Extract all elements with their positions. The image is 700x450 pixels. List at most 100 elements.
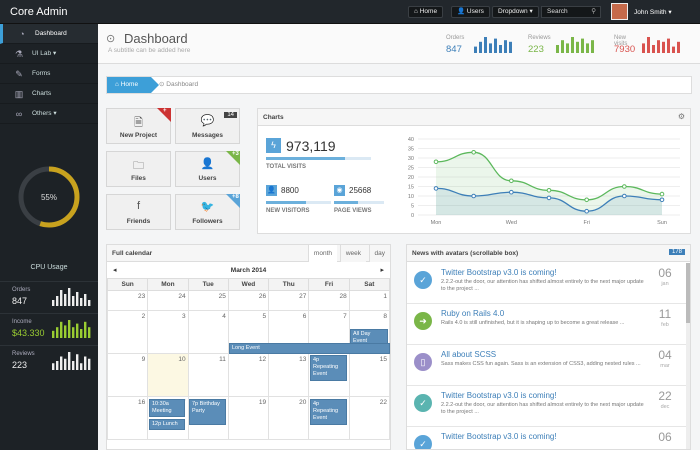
calendar-day[interactable]: 20: [268, 396, 310, 440]
y-tick-label: 5: [411, 204, 414, 210]
tile-users[interactable]: 👤 Users +3: [175, 151, 240, 187]
news-item[interactable]: ✓ Twitter Bootstrap v3.0 is coming! 06: [407, 427, 687, 449]
news-item-title[interactable]: All about SCSS: [441, 350, 497, 359]
news-item-title[interactable]: Ruby on Rails 4.0: [441, 309, 505, 318]
weekday-header: Thu: [268, 278, 310, 291]
sidebar-item-others[interactable]: ∞ Others ▾: [0, 104, 98, 124]
news-item[interactable]: ➜ Ruby on Rails 4.0 Rails 4.0 is still unf…: [407, 304, 687, 345]
chevron-down-icon: ▾: [53, 110, 57, 117]
x-tick-label: Mon: [431, 220, 442, 226]
news-item-title[interactable]: Twitter Bootstrap v3.0 is coming!: [441, 268, 557, 277]
tile-messages[interactable]: 💬 Messages 14: [175, 108, 240, 144]
home-button[interactable]: ⌂ Home: [408, 6, 444, 18]
users-button[interactable]: 👤 Users: [451, 6, 490, 18]
calendar-day[interactable]: 27: [268, 290, 310, 311]
sidebar-item-forms[interactable]: ✎ Forms: [0, 64, 98, 84]
charts-panel: Charts ⚙ ϟ 973,119 TOTAL VISITS 👤 8800 N…: [257, 108, 691, 234]
tab-day[interactable]: day: [368, 245, 390, 262]
calendar-day[interactable]: 11: [187, 353, 229, 397]
calendar-day[interactable]: 9: [107, 353, 149, 397]
calendar-day[interactable]: 4: [187, 310, 229, 354]
sparkline-bar: [484, 37, 487, 53]
stat-label: Reviews: [12, 351, 35, 357]
news-scrollbar[interactable]: [686, 263, 690, 449]
news-item-day: 06: [658, 266, 672, 280]
news-item-day: 06: [658, 430, 672, 444]
tab-month[interactable]: month: [307, 245, 337, 262]
news-item[interactable]: ▯ All about SCSS Sass makes CSS fun again.…: [407, 345, 687, 386]
calendar-day[interactable]: 25: [187, 290, 229, 311]
calendar-day[interactable]: 16: [107, 396, 149, 440]
calendar-event[interactable]: 4p Repeating Event: [310, 355, 347, 381]
x-tick-label: Fri: [583, 220, 589, 226]
sidebar-item-charts[interactable]: ▥ Charts: [0, 84, 98, 104]
calendar-day[interactable]: 1: [348, 290, 390, 311]
calendar-day[interactable]: 26: [227, 290, 270, 311]
tile-followers[interactable]: 🐦 Followers +8: [175, 194, 240, 230]
tile-badge: +: [157, 108, 171, 122]
tile-files[interactable]: 🗀 Files: [106, 151, 171, 187]
sparkline-bar: [60, 321, 63, 338]
mobile-icon: ▯: [414, 353, 432, 371]
tile-new-project[interactable]: 🗎 New Project +: [106, 108, 171, 144]
calendar-day[interactable]: 23: [107, 290, 149, 311]
data-point: [471, 150, 476, 155]
y-tick-label: 15: [408, 185, 414, 191]
sparkline-bar: [72, 327, 75, 338]
sparkline-bar: [68, 288, 71, 306]
tile-friends[interactable]: f Friends: [106, 194, 171, 230]
search-icon[interactable]: ⚲: [591, 8, 596, 15]
calendar-event[interactable]: Long Event: [229, 343, 390, 354]
sidebar-item-ui-lab[interactable]: ⚗ UI Lab ▾: [0, 44, 98, 64]
next-month-button[interactable]: ▸: [380, 267, 384, 274]
news-item[interactable]: ✓ Twitter Bootstrap v3.0 is coming! 2.2.2-…: [407, 386, 687, 427]
breadcrumb-home[interactable]: ⌂ Home: [107, 77, 159, 93]
y-tick-label: 25: [408, 166, 414, 172]
charts-panel-title: Charts: [258, 109, 690, 126]
folder-icon: 🗀: [133, 160, 144, 172]
calendar-day[interactable]: 3: [147, 310, 189, 354]
news-item-text: 2.2.2-out the door, our attention has sh…: [441, 402, 644, 415]
calendar-event[interactable]: 4p Repeating Event: [310, 399, 347, 425]
calendar-event[interactable]: 12p Lunch: [149, 419, 185, 430]
calendar-day[interactable]: 12: [227, 353, 270, 397]
search-input[interactable]: Search ⚲: [541, 6, 601, 18]
calendar-event[interactable]: 10:30a Meeting: [149, 399, 185, 417]
sparkline-bar: [52, 330, 55, 338]
prev-month-button[interactable]: ◂: [113, 267, 117, 274]
new-visitors-label: NEW VISITORS: [266, 208, 310, 214]
dropdown-button[interactable]: Dropdown ▾: [492, 6, 539, 18]
gear-icon[interactable]: ⚙: [677, 112, 685, 121]
calendar-day[interactable]: 13: [268, 353, 310, 397]
calendar-day[interactable]: 15: [348, 353, 390, 397]
sparkline-bar: [667, 38, 670, 53]
news-item-title[interactable]: Twitter Bootstrap v3.0 is coming!: [441, 432, 557, 441]
gauge-fill: [18, 166, 80, 228]
calendar-day[interactable]: 10: [147, 353, 189, 397]
sparkline-bar: [561, 40, 564, 53]
tab-week[interactable]: week: [339, 245, 366, 262]
sparkline-bar: [60, 290, 63, 306]
flask-icon: ⚗: [14, 49, 24, 59]
news-item-text: Sass makes CSS fun again. Sass is an ext…: [441, 361, 641, 367]
calendar-day[interactable]: 24: [147, 290, 189, 311]
calendar-day[interactable]: 2: [107, 310, 149, 354]
brand-logo[interactable]: Core Admin: [10, 6, 68, 18]
sidebar-item-dashboard[interactable]: ◔ Dashboard: [0, 24, 98, 44]
calendar-day[interactable]: 22: [348, 396, 390, 440]
data-point: [546, 188, 552, 193]
news-item-title[interactable]: Twitter Bootstrap v3.0 is coming!: [441, 391, 557, 400]
avatar[interactable]: [611, 3, 628, 20]
calendar-event[interactable]: 7p Birthday Party: [189, 399, 226, 425]
calendar-day[interactable]: 28: [308, 290, 350, 311]
user-menu[interactable]: John Smith ▾: [634, 9, 672, 16]
calendar-day[interactable]: 19: [227, 396, 270, 440]
sparkline-bar: [56, 327, 59, 338]
sparkline-bar: [84, 356, 87, 370]
stat-label: Income: [12, 319, 32, 325]
twitter-icon: 🐦: [200, 201, 215, 213]
stat-sparkline: [642, 37, 680, 53]
sparkline-bar: [80, 298, 83, 306]
series-area: [436, 188, 662, 215]
news-item[interactable]: ✓ Twitter Bootstrap v3.0 is coming! 2.2.2-…: [407, 263, 687, 304]
